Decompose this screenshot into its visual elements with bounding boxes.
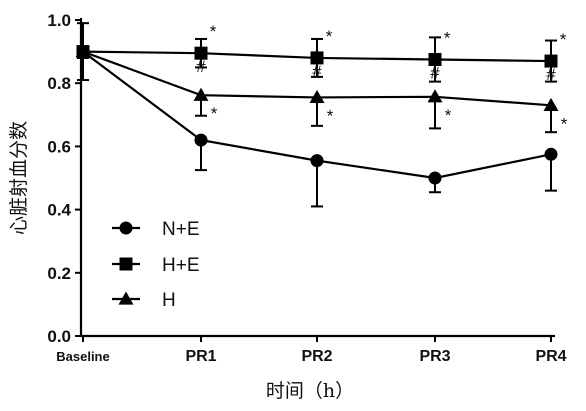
data-point (428, 53, 442, 66)
data-point (193, 87, 209, 101)
y-tick-label: 0.6 (47, 137, 71, 156)
data-point (543, 97, 559, 111)
legend-item: H+E (112, 255, 200, 276)
y-tick-label: 0.4 (47, 201, 71, 220)
significance-mark: * (210, 22, 217, 41)
series-H+E: * * * *# # # # (76, 22, 567, 84)
data-point (310, 154, 324, 168)
significance-mark: # (196, 57, 206, 76)
legend: N+E H+E H (112, 219, 200, 311)
data-point (194, 133, 208, 147)
data-point (309, 89, 325, 104)
x-tick-label: Baseline (56, 349, 109, 364)
series-layer: * * * *# # # #* * * * (75, 22, 568, 208)
data-point (194, 46, 208, 60)
y-tick-label: 1.0 (47, 11, 71, 30)
data-point (544, 54, 558, 68)
significance-mark: * (445, 106, 452, 125)
significance-mark: * (561, 114, 568, 133)
data-point (427, 89, 443, 103)
y-tick-label: 0.8 (47, 74, 71, 93)
legend-label: H (162, 290, 176, 311)
y-tick-label: 0.0 (47, 327, 71, 346)
significance-mark: * (211, 104, 218, 123)
data-point (544, 147, 558, 161)
legend-label: H+E (162, 255, 200, 276)
significance-mark: * (326, 27, 333, 46)
significance-mark: * (560, 30, 567, 49)
y-axis-title: 心脏射血分数 (8, 121, 30, 235)
significance-mark: # (312, 62, 322, 81)
significance-mark: * (327, 106, 334, 125)
significance-mark: # (546, 65, 556, 84)
x-axis-title: 时间（h） (266, 380, 354, 402)
data-point (428, 171, 442, 185)
legend-label: N+E (162, 219, 200, 240)
legend-marker (119, 257, 133, 271)
x-tick-label: PR2 (301, 348, 332, 365)
significance-mark: # (430, 64, 440, 83)
data-point (75, 44, 91, 58)
data-point (310, 51, 324, 65)
legend-item: H (112, 290, 176, 311)
x-tick-label: PR3 (419, 348, 450, 365)
legend-item: N+E (112, 219, 200, 240)
legend-marker (118, 291, 134, 305)
x-tick-label: PR4 (535, 348, 566, 365)
legend-marker (119, 221, 133, 235)
y-tick-label: 0.2 (47, 264, 71, 283)
significance-mark: * (444, 29, 451, 48)
series-H: * * * * (75, 44, 568, 133)
axes: 0.0 0.2 0.4 0.6 0.8 1.0 Baseline PR1 PR2 PR3 PR4 (47, 11, 566, 365)
x-tick-label: PR1 (185, 348, 216, 365)
